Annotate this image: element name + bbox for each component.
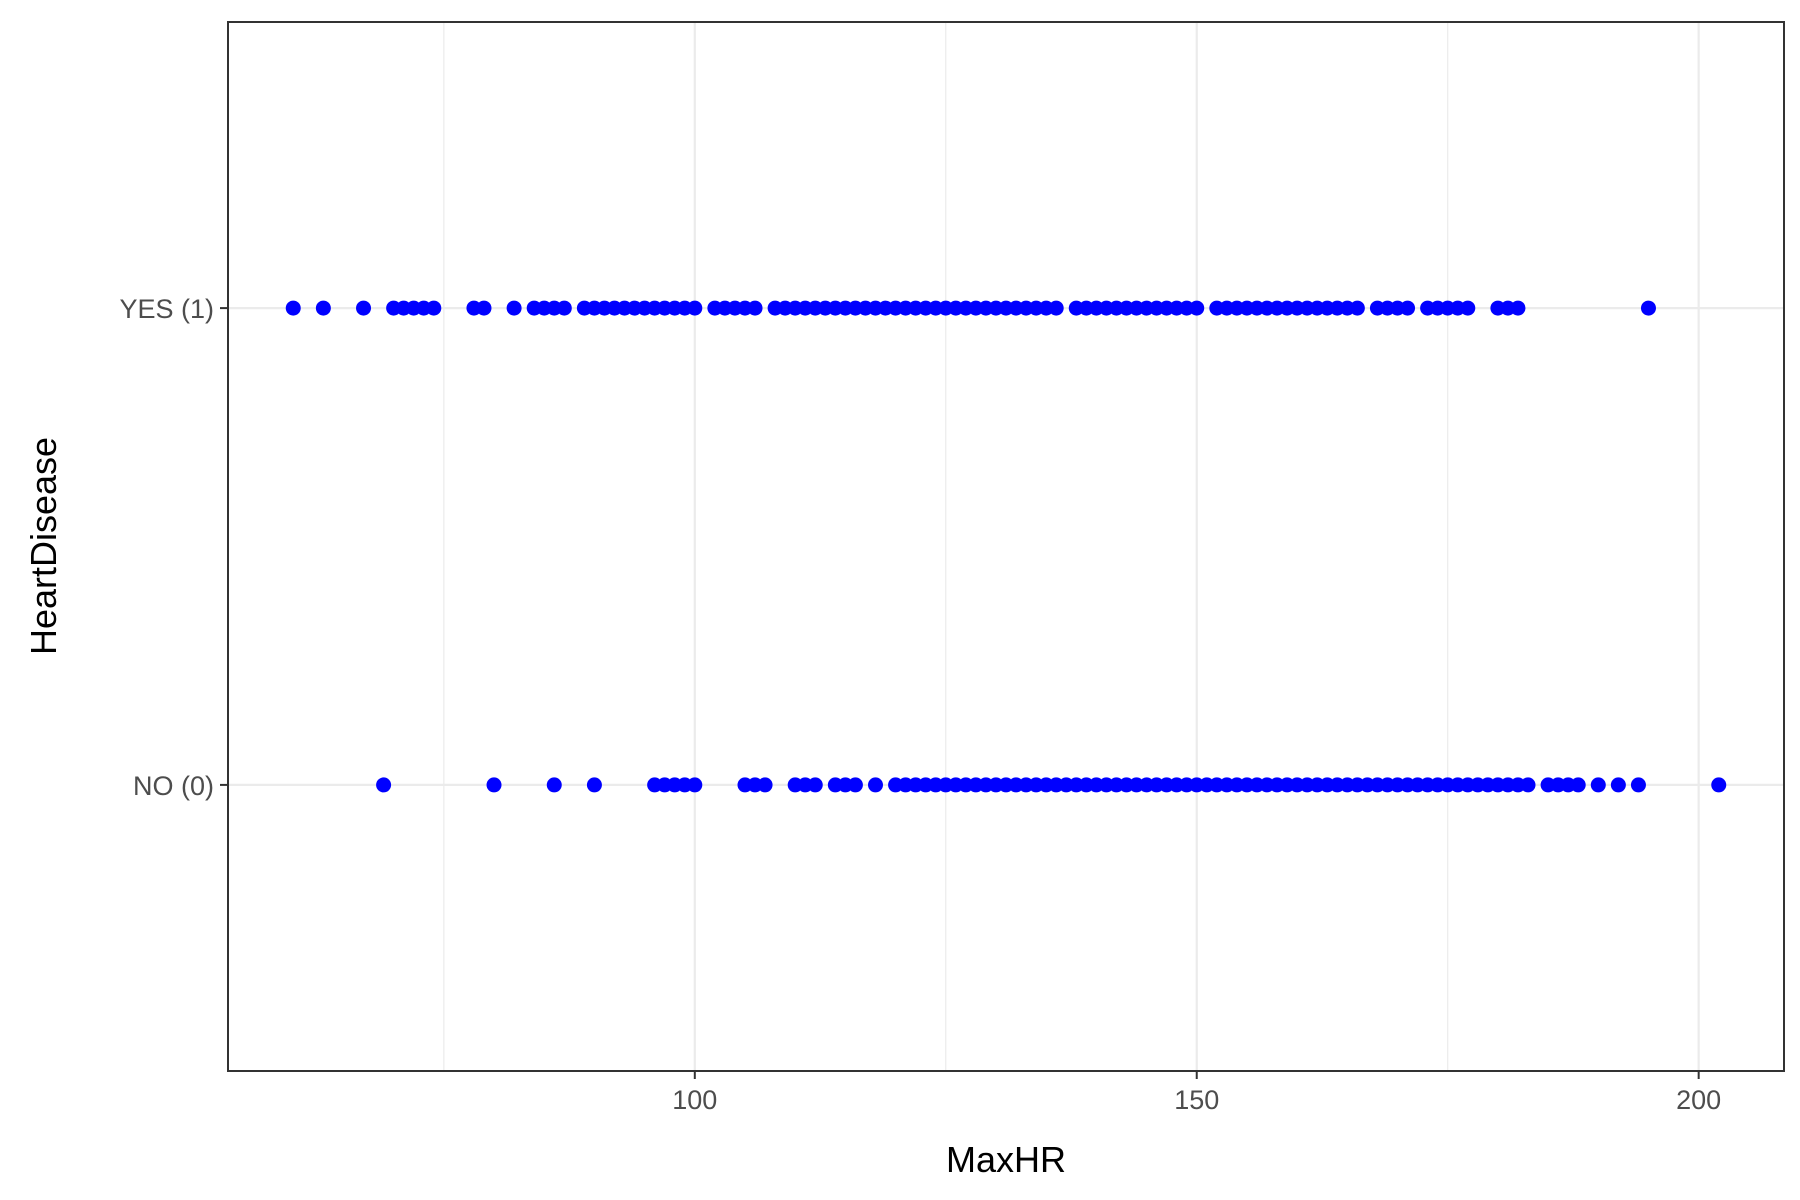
data-point xyxy=(807,777,823,793)
points-layer xyxy=(285,300,1727,793)
x-tick-label: 200 xyxy=(1676,1085,1721,1115)
y-tick-label: NO (0) xyxy=(133,771,214,801)
data-point xyxy=(356,300,372,316)
data-point xyxy=(1630,777,1646,793)
data-point xyxy=(1590,777,1606,793)
data-point xyxy=(1189,300,1205,316)
data-point xyxy=(1400,300,1416,316)
data-point xyxy=(556,300,572,316)
data-point xyxy=(506,300,522,316)
grid-layer xyxy=(228,22,1784,1071)
data-point xyxy=(586,777,602,793)
data-point xyxy=(1349,300,1365,316)
data-point xyxy=(687,300,703,316)
data-point xyxy=(376,777,392,793)
y-tick-label: YES (1) xyxy=(119,294,214,324)
data-point xyxy=(757,777,773,793)
data-point xyxy=(1711,777,1727,793)
data-point xyxy=(687,777,703,793)
data-point xyxy=(867,777,883,793)
panel-border xyxy=(227,21,1785,1072)
data-point xyxy=(1460,300,1476,316)
x-axis-title: MaxHR xyxy=(946,1139,1066,1180)
data-point xyxy=(1048,300,1064,316)
data-point xyxy=(1570,777,1586,793)
data-point xyxy=(1610,777,1626,793)
x-tick-label: 100 xyxy=(672,1085,717,1115)
data-point xyxy=(847,777,863,793)
data-point xyxy=(486,777,502,793)
data-point xyxy=(285,300,301,316)
y-axis-title: HeartDisease xyxy=(23,437,64,655)
data-point xyxy=(1640,300,1656,316)
axis-layer: 100 150 200 NO (0) YES (1) xyxy=(119,294,1721,1115)
data-point xyxy=(426,300,442,316)
data-point xyxy=(1510,300,1526,316)
data-point xyxy=(1520,777,1536,793)
x-tick-label: 150 xyxy=(1174,1085,1219,1115)
data-point xyxy=(747,300,763,316)
data-point xyxy=(315,300,331,316)
data-point xyxy=(546,777,562,793)
data-point xyxy=(476,300,492,316)
